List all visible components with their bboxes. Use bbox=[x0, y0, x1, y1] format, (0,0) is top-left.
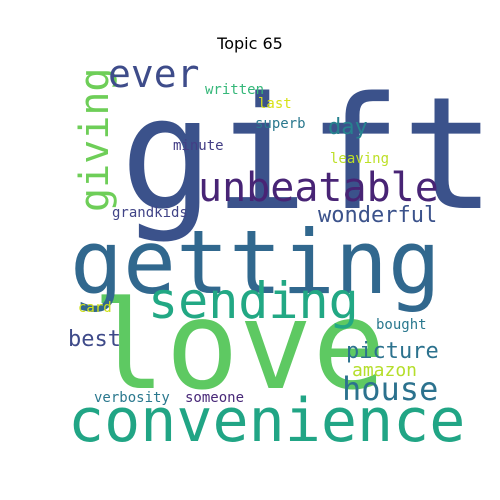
word-picture: picture bbox=[346, 339, 439, 364]
word-gift: gift bbox=[120, 63, 496, 245]
word-card: card bbox=[78, 300, 112, 316]
word-unbeatable: unbeatable bbox=[198, 165, 439, 211]
word-best: best bbox=[68, 327, 121, 352]
word-wonderful: wonderful bbox=[318, 203, 437, 228]
word-superb: superb bbox=[255, 116, 306, 132]
word-love: love bbox=[92, 275, 386, 417]
word-convenience: convenience bbox=[68, 386, 465, 456]
word-last: last bbox=[258, 96, 292, 112]
word-written: written bbox=[205, 82, 264, 98]
figure-title: Topic 65 bbox=[217, 34, 283, 53]
word-leaving: leaving bbox=[330, 151, 389, 167]
word-amazon: amazon bbox=[352, 360, 417, 381]
word-grandkids: grandkids bbox=[112, 205, 188, 221]
word-minute: minute bbox=[173, 138, 224, 154]
word-day: day bbox=[328, 115, 368, 140]
word-verbosity: verbosity bbox=[94, 390, 170, 406]
word-getting: getting bbox=[70, 211, 441, 314]
word-house: house bbox=[342, 370, 438, 408]
word-ever: ever bbox=[108, 52, 200, 96]
word-someone: someone bbox=[185, 390, 244, 406]
word-bought: bought bbox=[376, 317, 427, 333]
word-giving: giving bbox=[72, 68, 118, 213]
word-sending: sending bbox=[148, 272, 359, 330]
